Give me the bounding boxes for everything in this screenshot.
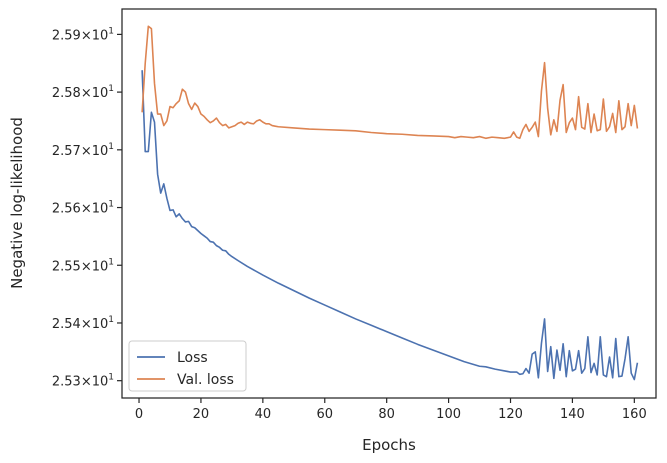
x-tick-label: 160 [622, 407, 647, 422]
y-tick-label: 2.55×101 [52, 257, 114, 274]
x-tick-label: 140 [560, 407, 585, 422]
series-line-loss [141, 70, 639, 381]
x-axis-label: Epochs [362, 436, 416, 454]
legend-label-loss: Loss [177, 350, 208, 366]
y-tick-label: 2.58×101 [52, 84, 114, 101]
y-tick-label: 2.57×101 [52, 142, 114, 159]
x-tick-label: 20 [193, 407, 210, 422]
x-tick-label: 120 [498, 407, 523, 422]
y-axis-label: Negative log-likelihood [8, 117, 26, 289]
y-axis: 2.53×101 2.54×101 2.55×101 2.56×101 2.57×101… [52, 26, 122, 390]
x-axis: 0 20 40 60 80 100 120 140 160 [135, 398, 647, 422]
x-tick-label: 100 [436, 407, 461, 422]
y-tick-label: 2.53×101 [52, 373, 114, 390]
legend-label-val-loss: Val. loss [177, 372, 234, 388]
x-tick-label: 0 [135, 407, 143, 422]
legend: Loss Val. loss [128, 340, 247, 392]
y-tick-label: 2.54×101 [52, 315, 114, 332]
x-tick-label: 60 [316, 407, 333, 422]
plot-area-frame [121, 8, 657, 399]
y-tick-label: 2.56×101 [52, 200, 114, 217]
series-layer [141, 25, 639, 381]
x-tick-label: 40 [255, 407, 272, 422]
y-tick-label: 2.59×101 [52, 26, 114, 43]
x-tick-label: 80 [378, 407, 395, 422]
series-line-val-loss [141, 25, 639, 140]
